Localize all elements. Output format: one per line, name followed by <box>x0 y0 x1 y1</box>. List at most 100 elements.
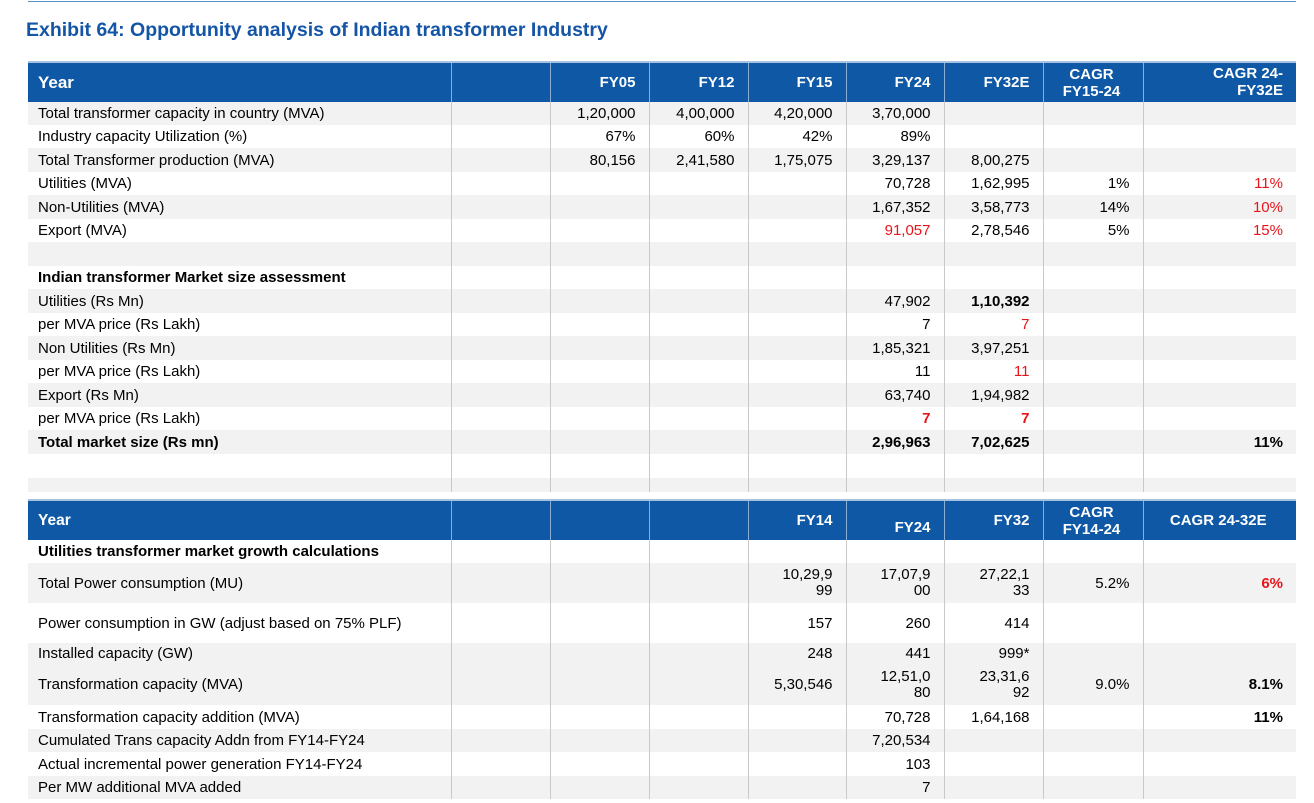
table-cell <box>649 603 749 643</box>
row-label: Cumulated Trans capacity Addn from FY14-… <box>28 729 452 752</box>
table-row: Power consumption in GW (adjust based on… <box>28 603 1296 643</box>
table-cell: 414 <box>944 603 1044 643</box>
table-row: Non-Utilities (MVA) 1,67,352 3,58,773 14% 10… <box>28 195 1296 219</box>
table-cell: 15% <box>1252 222 1283 239</box>
table-cell <box>550 430 650 454</box>
table-cell <box>944 102 1044 125</box>
table-cell: 10% <box>1143 195 1296 219</box>
table-cell <box>550 383 650 407</box>
table-cell <box>1043 705 1144 729</box>
table-cell: 1,67,352 <box>846 195 945 219</box>
table-cell: 89% <box>846 125 945 148</box>
table-cell: 9.0% <box>1043 664 1144 705</box>
table-cell <box>748 430 847 454</box>
table-cell <box>1143 643 1296 664</box>
table-cell <box>748 383 847 407</box>
table-cell: 3,97,251 <box>944 336 1044 360</box>
table-cell <box>1043 102 1144 125</box>
header-blank <box>550 499 650 540</box>
table-cell <box>649 705 749 729</box>
table-cell: 5.2% <box>1043 563 1144 603</box>
row-label: per MVA price (Rs Lakh) <box>28 360 452 383</box>
table-cell <box>451 752 551 776</box>
table-cell <box>550 454 650 478</box>
table-cell <box>1143 383 1296 407</box>
table-cell <box>1143 776 1296 799</box>
header-cagr-fy15-24: CAGR FY15-24 <box>1043 61 1144 102</box>
table-cell: 3,29,137 <box>846 148 945 172</box>
table-cell: 6% <box>1143 563 1296 603</box>
table-cell <box>748 219 847 242</box>
table-cell <box>451 776 551 799</box>
table-cell <box>1143 266 1296 289</box>
table-cell <box>944 125 1044 148</box>
table-cell <box>1043 454 1144 478</box>
row-label: Installed capacity (GW) <box>28 643 452 664</box>
table-cell: 7 <box>944 313 1044 336</box>
table-cell <box>649 729 749 752</box>
table-cell: 4,00,000 <box>649 102 749 125</box>
table-cell <box>649 219 749 242</box>
table-row: per MVA price (Rs Lakh) 11 11 <box>28 360 1296 383</box>
table-header-row: Year FY14 FY24 FY32 CAGR FY14-24 CAGR 24-… <box>28 499 1296 540</box>
table-cell <box>748 242 847 266</box>
table-row: Cumulated Trans capacity Addn from FY14-… <box>28 729 1296 752</box>
table-cell <box>1043 148 1144 172</box>
table-cell <box>550 313 650 336</box>
table-row: Transformation capacity (MVA) 5,30,546 12,… <box>28 664 1296 705</box>
table-cell: 260 <box>846 603 945 643</box>
table-cell: 80,156 <box>550 148 650 172</box>
table-cell <box>1043 776 1144 799</box>
table-cell: 5,30,546 <box>748 664 847 705</box>
table-cell <box>649 478 749 492</box>
table-cell: 103 <box>846 752 945 776</box>
table-cell: 8,00,275 <box>944 148 1044 172</box>
header-blank <box>451 499 551 540</box>
table-cell <box>748 336 847 360</box>
table-cell <box>1143 454 1296 478</box>
table-cell <box>748 195 847 219</box>
table-cell: 11 <box>944 360 1044 383</box>
table-cell: 60% <box>649 125 749 148</box>
header-fy32e: FY32E <box>944 61 1044 102</box>
row-label <box>28 454 452 478</box>
table-cell <box>944 776 1044 799</box>
row-label: Export (Rs Mn) <box>28 383 452 407</box>
table-cell: 1,62,995 <box>944 172 1044 195</box>
table-cell <box>451 125 551 148</box>
table-cell <box>1043 752 1144 776</box>
table-cell <box>451 563 551 603</box>
table-cell <box>451 383 551 407</box>
table-cell <box>944 242 1044 266</box>
table-cell: 2,96,963 <box>846 430 945 454</box>
table-cell <box>451 540 551 563</box>
row-label: Total Power consumption (MU) <box>28 563 452 603</box>
table-cell <box>1043 540 1144 563</box>
top-rule <box>28 1 1296 2</box>
header-blank <box>451 61 551 102</box>
table-cell <box>550 289 650 313</box>
table-cell: 2,41,580 <box>649 148 749 172</box>
table-cell <box>550 664 650 705</box>
table-cell <box>1143 148 1296 172</box>
row-label: Utilities transformer market growth calc… <box>28 540 452 563</box>
table-row: Export (MVA) 91,057 2,78,546 5% 15% <box>28 219 1296 242</box>
table-cell <box>1143 540 1296 563</box>
table-cell <box>1143 242 1296 266</box>
table-cell: 3,58,773 <box>944 195 1044 219</box>
table-cell <box>451 643 551 664</box>
table-cell <box>748 360 847 383</box>
table-cell: 11% <box>1143 430 1296 454</box>
table-cell <box>1043 336 1144 360</box>
table-cell <box>1143 125 1296 148</box>
table-row: Total Power consumption (MU) 10,29,9 99 17,… <box>28 563 1296 603</box>
table-cell <box>1043 313 1144 336</box>
table-cell <box>1043 729 1144 752</box>
table-cell <box>451 148 551 172</box>
table-cell: 1,85,321 <box>846 336 945 360</box>
table-row: Industry capacity Utilization (%) 67% 60% 4… <box>28 125 1296 148</box>
table-cell: 3,70,000 <box>846 102 945 125</box>
table-row <box>28 454 1296 478</box>
table-cell <box>649 407 749 430</box>
table-cell <box>1143 603 1296 643</box>
